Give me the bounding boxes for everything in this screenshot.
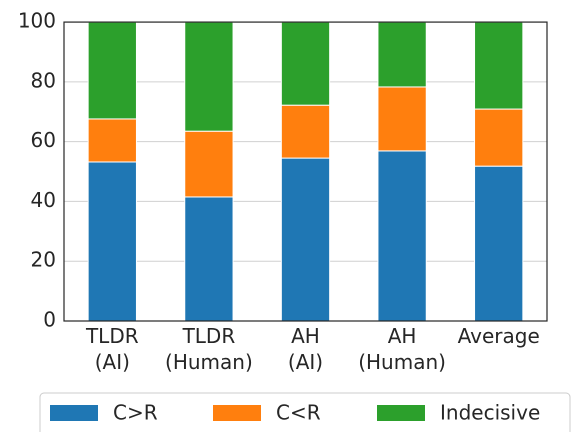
x-tick-label: AH (Human): [358, 324, 446, 374]
bar-segment: [280, 157, 331, 322]
bar-segment: [184, 21, 234, 132]
y-tick-label: 0: [43, 308, 56, 332]
bar-segment: [377, 21, 427, 88]
bar-segment: [87, 21, 137, 120]
bar-segment: [87, 118, 137, 163]
y-tick-label: 60: [31, 128, 56, 152]
legend-swatch: [377, 405, 425, 421]
plot-frame: [63, 21, 548, 322]
bar-segment: [87, 161, 137, 322]
y-tick-label: 20: [31, 248, 56, 272]
bar-segment: [184, 130, 234, 198]
bar-segment: [474, 21, 524, 110]
legend-swatch: [50, 405, 98, 421]
legend-frame: [39, 392, 571, 432]
y-tick-label: 80: [31, 68, 56, 92]
bar-segment: [184, 196, 234, 322]
bar-segment: [377, 86, 427, 152]
bar-segment: [377, 150, 427, 322]
bar-segment: [280, 21, 331, 106]
x-tick-label: TLDR (AI): [85, 324, 139, 374]
y-tick-label: 40: [31, 188, 56, 212]
bar-segment: [474, 108, 524, 167]
x-tick-label: TLDR (Human): [165, 324, 253, 374]
bar-segment: [474, 165, 524, 322]
legend-swatch: [213, 405, 261, 421]
x-tick-label: Average: [458, 324, 540, 348]
legend-label: C<R: [276, 401, 321, 425]
y-tick-label: 100: [18, 9, 56, 33]
bar-segment: [280, 104, 331, 159]
x-tick-label: AH (AI): [288, 324, 323, 374]
legend-label: Indecisive: [440, 401, 540, 425]
legend-label: C>R: [113, 401, 158, 425]
